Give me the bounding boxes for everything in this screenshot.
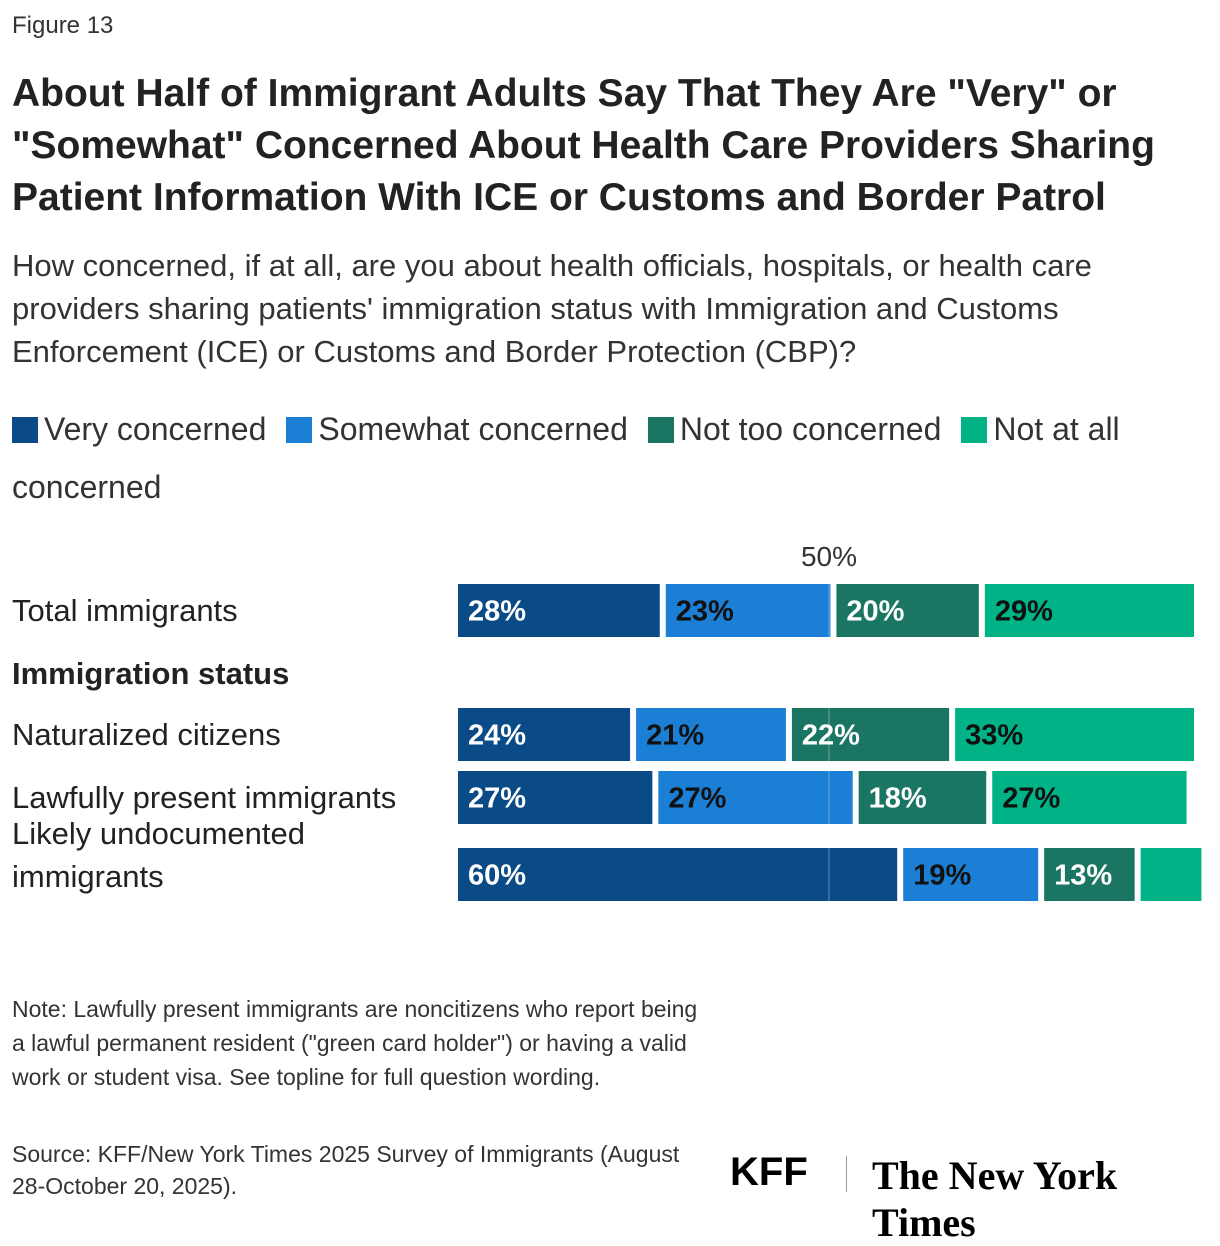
data-label: 33% [965,720,1023,752]
legend-label: Not at all concerned [12,411,1120,505]
data-label: 18% [869,783,927,815]
data-label: 29% [995,596,1053,628]
group-label: Immigration status [12,656,290,691]
bar-segment [903,848,1039,901]
legend: Very concerned Somewhat concerned Not too … [12,400,1202,516]
bar-segment [458,848,898,901]
bar-segment [836,584,979,637]
legend-swatch [961,417,988,443]
figure-label: Figure 13 [12,12,114,39]
category-label: Likely undocumented immigrants [12,816,305,894]
bar-segment [665,584,831,637]
legend-item: Not at all concerned [12,411,1120,505]
category-label: Naturalized citizens [12,717,281,752]
data-label: 20% [846,596,904,628]
reference-label: 50% [801,541,857,572]
data-label: 60% [468,860,526,892]
bar-segment [984,584,1194,637]
data-label: 19% [913,860,971,892]
bar-segment [791,708,950,761]
legend-label: Not too concerned [679,411,942,447]
legend-label: Somewhat concerned [318,411,628,447]
data-label: 23% [676,596,734,628]
data-label: 27% [668,783,726,815]
data-label: 24% [468,720,526,752]
logo-kff: KFF [730,1150,808,1194]
legend-item: Not too concerned [647,411,942,447]
bar-segment [458,708,631,761]
source: Source: KFF/New York Times 2025 Survey o… [12,1141,680,1199]
data-label: 21% [646,720,704,752]
category-label: Lawfully present immigrants [12,780,397,815]
note: Note: Lawfully present immigrants are no… [12,996,698,1090]
bar-segment [658,771,853,824]
logo-separator [846,1156,847,1192]
category-labels: Total immigrants Naturalized citizens Lawf… [0,540,450,920]
bar-segment [1140,848,1202,901]
legend-swatch [286,417,313,443]
bar-segment [458,771,653,824]
page: Figure 13 About Half of Immigrant Adults… [0,12,1202,1245]
legend-item: Somewhat concerned [286,411,628,447]
bar-segment [955,708,1194,761]
data-label: 28% [468,596,526,628]
chart: 28% 23% 20% 29% 24% 21% 22% 33% 27% 27% 18% 27% 60% 1… [458,541,1202,901]
category-label: Total immigrants [12,593,238,628]
bar-segment [992,771,1187,824]
bar-segment [1044,848,1135,901]
legend-swatch [12,417,38,443]
logo-nyt: The New York Times [872,1153,1118,1245]
legend-item: Very concerned [12,411,266,447]
bar-segment [636,708,786,761]
chart-subtitle: How concerned, if at all, are you about … [12,248,1092,369]
data-label: 22% [802,720,860,752]
data-label: 27% [1002,783,1060,815]
bar-segment [458,584,660,637]
data-label: 13% [1054,860,1112,892]
legend-swatch [647,417,674,443]
data-label: 27% [468,783,526,815]
legend-label: Very concerned [44,411,267,447]
bar-segment [858,771,987,824]
chart-title: About Half of Immigrant Adults Say That … [12,72,1155,219]
